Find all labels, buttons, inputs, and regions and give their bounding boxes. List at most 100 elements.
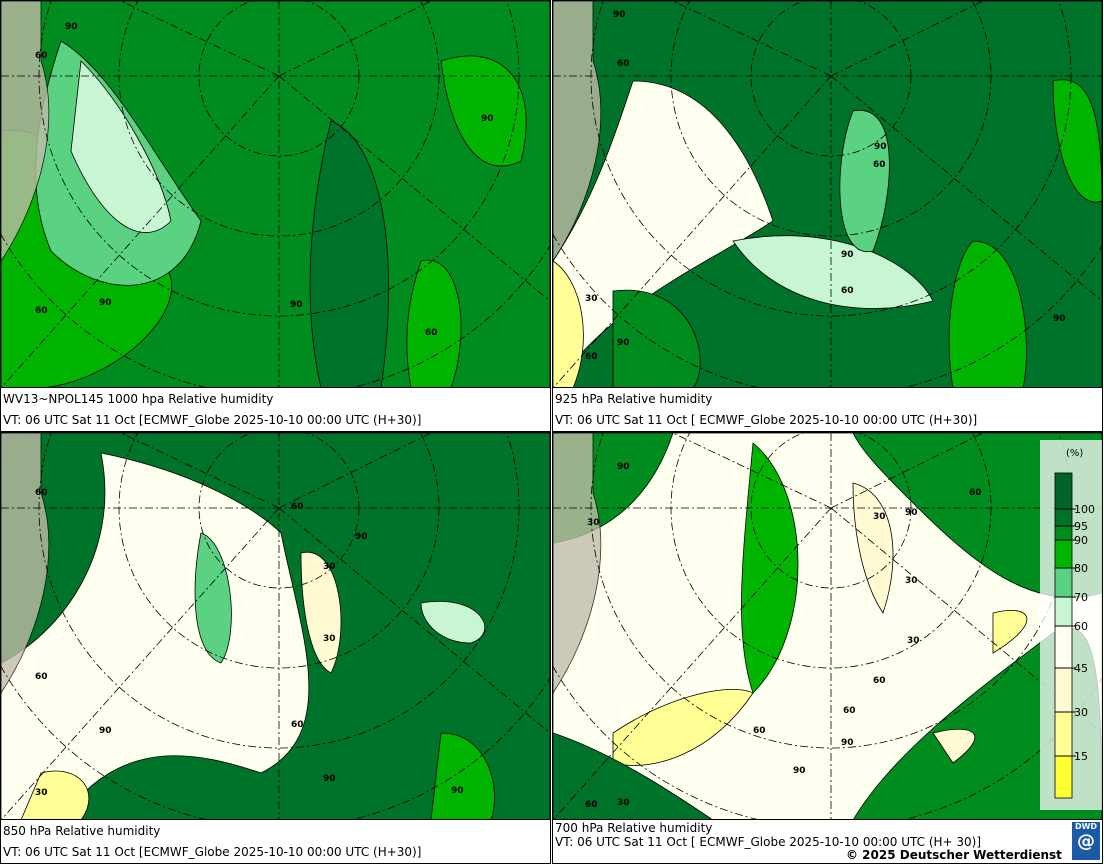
contour-label: 90 [617,462,630,472]
legend-tick: 80 [1074,562,1088,575]
dwd-logo-text: DWD [1074,822,1098,831]
contour-label: 30 [585,294,598,304]
contour-label: 90 [874,142,887,152]
contour-label: 60 [35,672,48,682]
legend-tick: 70 [1074,591,1088,604]
greenland-land [553,433,602,694]
panel-title: 925 hPa Relative humidity [555,392,713,406]
legend-swatch [1054,508,1073,527]
contour-label: 60 [291,720,304,730]
contour-label: 90 [65,22,78,32]
legend-tick: 60 [1074,620,1088,633]
meridian-line [830,75,1102,302]
panel-valid-time: VT: 06 UTC Sat 11 Oct [ECMWF_Globe 2025-… [3,413,422,427]
humidity-region [732,235,934,309]
meridian-line [830,1,984,77]
contour-label: 90 [481,114,494,124]
meridian-line [278,433,432,509]
humidity-region [440,55,527,167]
humidity-region [1,452,310,819]
contour-label: 90 [451,786,464,796]
meridian-line [1,507,280,819]
contour-label: 90 [841,738,854,748]
contour-label: 60 [585,800,598,810]
contour-label: 30 [905,576,918,586]
contour-label: 60 [425,328,438,338]
contour-label: 60 [873,160,886,170]
legend-tick: 100 [1074,503,1095,516]
meridian-line [120,433,280,509]
contour-label: 90 [793,766,806,776]
contour-label: 30 [907,636,920,646]
humidity-region [430,732,495,819]
meridian-line [120,1,280,77]
humidity-region [932,728,976,764]
contour-label: 90 [905,508,918,518]
humidity-region [839,110,890,252]
contour-label: 30 [323,562,336,572]
map-panel-2: 90 60 90 60 90 60 90 30 60 90 925 hPa Relative hum… [552,0,1103,432]
humidity-region [992,610,1028,654]
humidity-map: 60 60 90 30 30 60 90 60 90 90 30 [1,433,550,820]
dwd-logo: DWD @ [1072,822,1100,860]
contour-label: 90 [290,300,303,310]
humidity-region [309,120,390,387]
legend-tick: 30 [1074,706,1088,719]
meridian-line [278,1,432,77]
meridian-line [553,75,832,387]
legend-swatch [1054,472,1073,510]
greenland-land [1,1,50,262]
contour-label: 90 [613,10,626,20]
contour-label: 30 [323,634,336,644]
panel-title: 700 hPa Relative humidity [555,821,713,835]
legend-swatch [1054,625,1073,669]
contour-label: 90 [323,774,336,784]
meridian-line [830,433,984,509]
greenland-land [1,433,50,694]
panel-valid-time: VT: 06 UTC Sat 11 Oct [ ECMWF_Globe 2025… [555,835,982,849]
contour-label: 60 [291,502,304,512]
humidity-map: 90 60 90 90 60 90 60 [1,1,550,388]
panel-valid-time: VT: 06 UTC Sat 11 Oct [ ECMWF_Globe 2025… [555,413,978,427]
legend-swatch [1054,755,1073,799]
map-panel-1: 90 60 90 90 60 90 60 WV13~NPOL145 1000 hpa Rela… [0,0,551,432]
contour-label: 90 [841,250,854,260]
humidity-map: 90 60 90 60 90 60 90 30 60 90 [553,1,1102,388]
contour-label: 60 [969,488,982,498]
humidity-region [20,770,90,819]
contour-label: 90 [99,726,112,736]
panel-title: WV13~NPOL145 1000 hpa Relative humidity [3,392,274,406]
meridian-line [278,507,550,734]
panel-valid-time: VT: 06 UTC Sat 11 Oct [ECMWF_Globe 2025-… [3,845,422,859]
humidity-region [553,80,774,387]
contour-label: 90 [1053,314,1066,324]
map-panel-4: 90 30 30 90 60 60 30 30 60 90 60 30 60 90 700 hPa Rela… [552,432,1103,864]
humidity-region [553,260,584,387]
swirl-icon: @ [1077,831,1095,852]
legend-tick: 15 [1074,750,1088,763]
humidity-region [300,551,342,674]
contour-label: 30 [35,788,48,798]
contour-label: 60 [35,51,48,61]
contour-label: 90 [355,532,368,542]
legend-tick: 95 [1074,520,1088,533]
legend-tick: 45 [1074,662,1088,675]
copyright: © 2025 Deutscher Wetterdienst [846,848,1062,862]
legend-swatch [1054,596,1073,627]
legend-swatch [1054,567,1073,598]
contour-label: 60 [585,352,598,362]
humidity-region [553,732,713,819]
humidity-map: 90 30 30 90 60 60 30 30 60 90 60 30 60 90 [553,433,1102,820]
contour-label: 60 [35,306,48,316]
contour-label: 90 [99,298,112,308]
map-panel-3: 60 60 90 30 30 60 90 60 90 90 30 850 hPa Relative h… [0,432,551,864]
legend-swatch [1054,539,1073,569]
humidity-region [420,601,486,644]
meridian-line [278,75,550,302]
humidity-region [612,289,701,387]
humidity-region [406,259,462,387]
legend-swatch [1054,525,1073,541]
humidity-region [852,482,894,614]
contour-label: 60 [753,726,766,736]
